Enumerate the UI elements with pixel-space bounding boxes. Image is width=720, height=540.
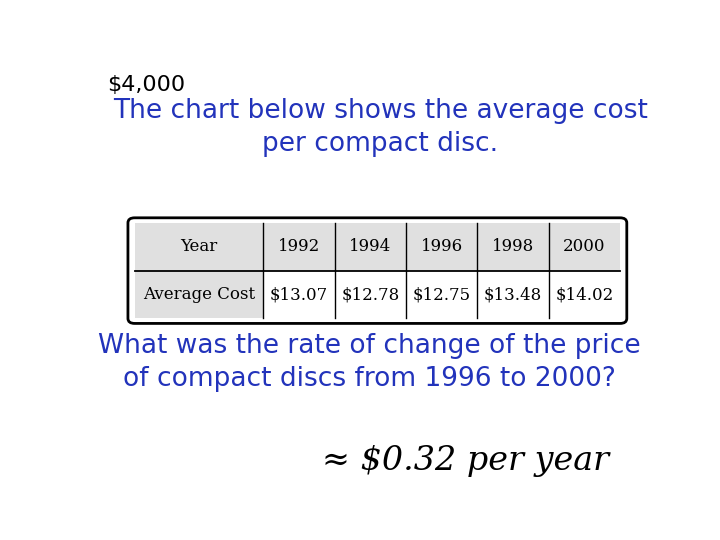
- Bar: [477, 271, 549, 319]
- Text: 1994: 1994: [349, 238, 392, 255]
- Text: $13.48: $13.48: [484, 286, 542, 303]
- Bar: [264, 271, 335, 319]
- Bar: [135, 223, 620, 271]
- Bar: [135, 223, 264, 319]
- Text: $14.02: $14.02: [555, 286, 613, 303]
- Text: ≈ $0.32 per year: ≈ $0.32 per year: [322, 446, 609, 477]
- Text: 1992: 1992: [278, 238, 320, 255]
- Bar: [549, 271, 620, 319]
- Text: Year: Year: [180, 238, 217, 255]
- Text: 1996: 1996: [420, 238, 463, 255]
- Bar: [406, 271, 477, 319]
- Text: 2000: 2000: [563, 238, 606, 255]
- Text: $12.75: $12.75: [413, 286, 471, 303]
- Text: $4,000: $4,000: [107, 75, 185, 95]
- Text: 1998: 1998: [492, 238, 534, 255]
- Text: Average Cost: Average Cost: [143, 286, 255, 303]
- Bar: [335, 271, 406, 319]
- Text: $12.78: $12.78: [341, 286, 400, 303]
- Text: $13.07: $13.07: [270, 286, 328, 303]
- Text: The chart below shows the average cost
per compact disc.: The chart below shows the average cost p…: [113, 98, 647, 157]
- Text: What was the rate of change of the price
of compact discs from 1996 to 2000?: What was the rate of change of the price…: [98, 333, 640, 392]
